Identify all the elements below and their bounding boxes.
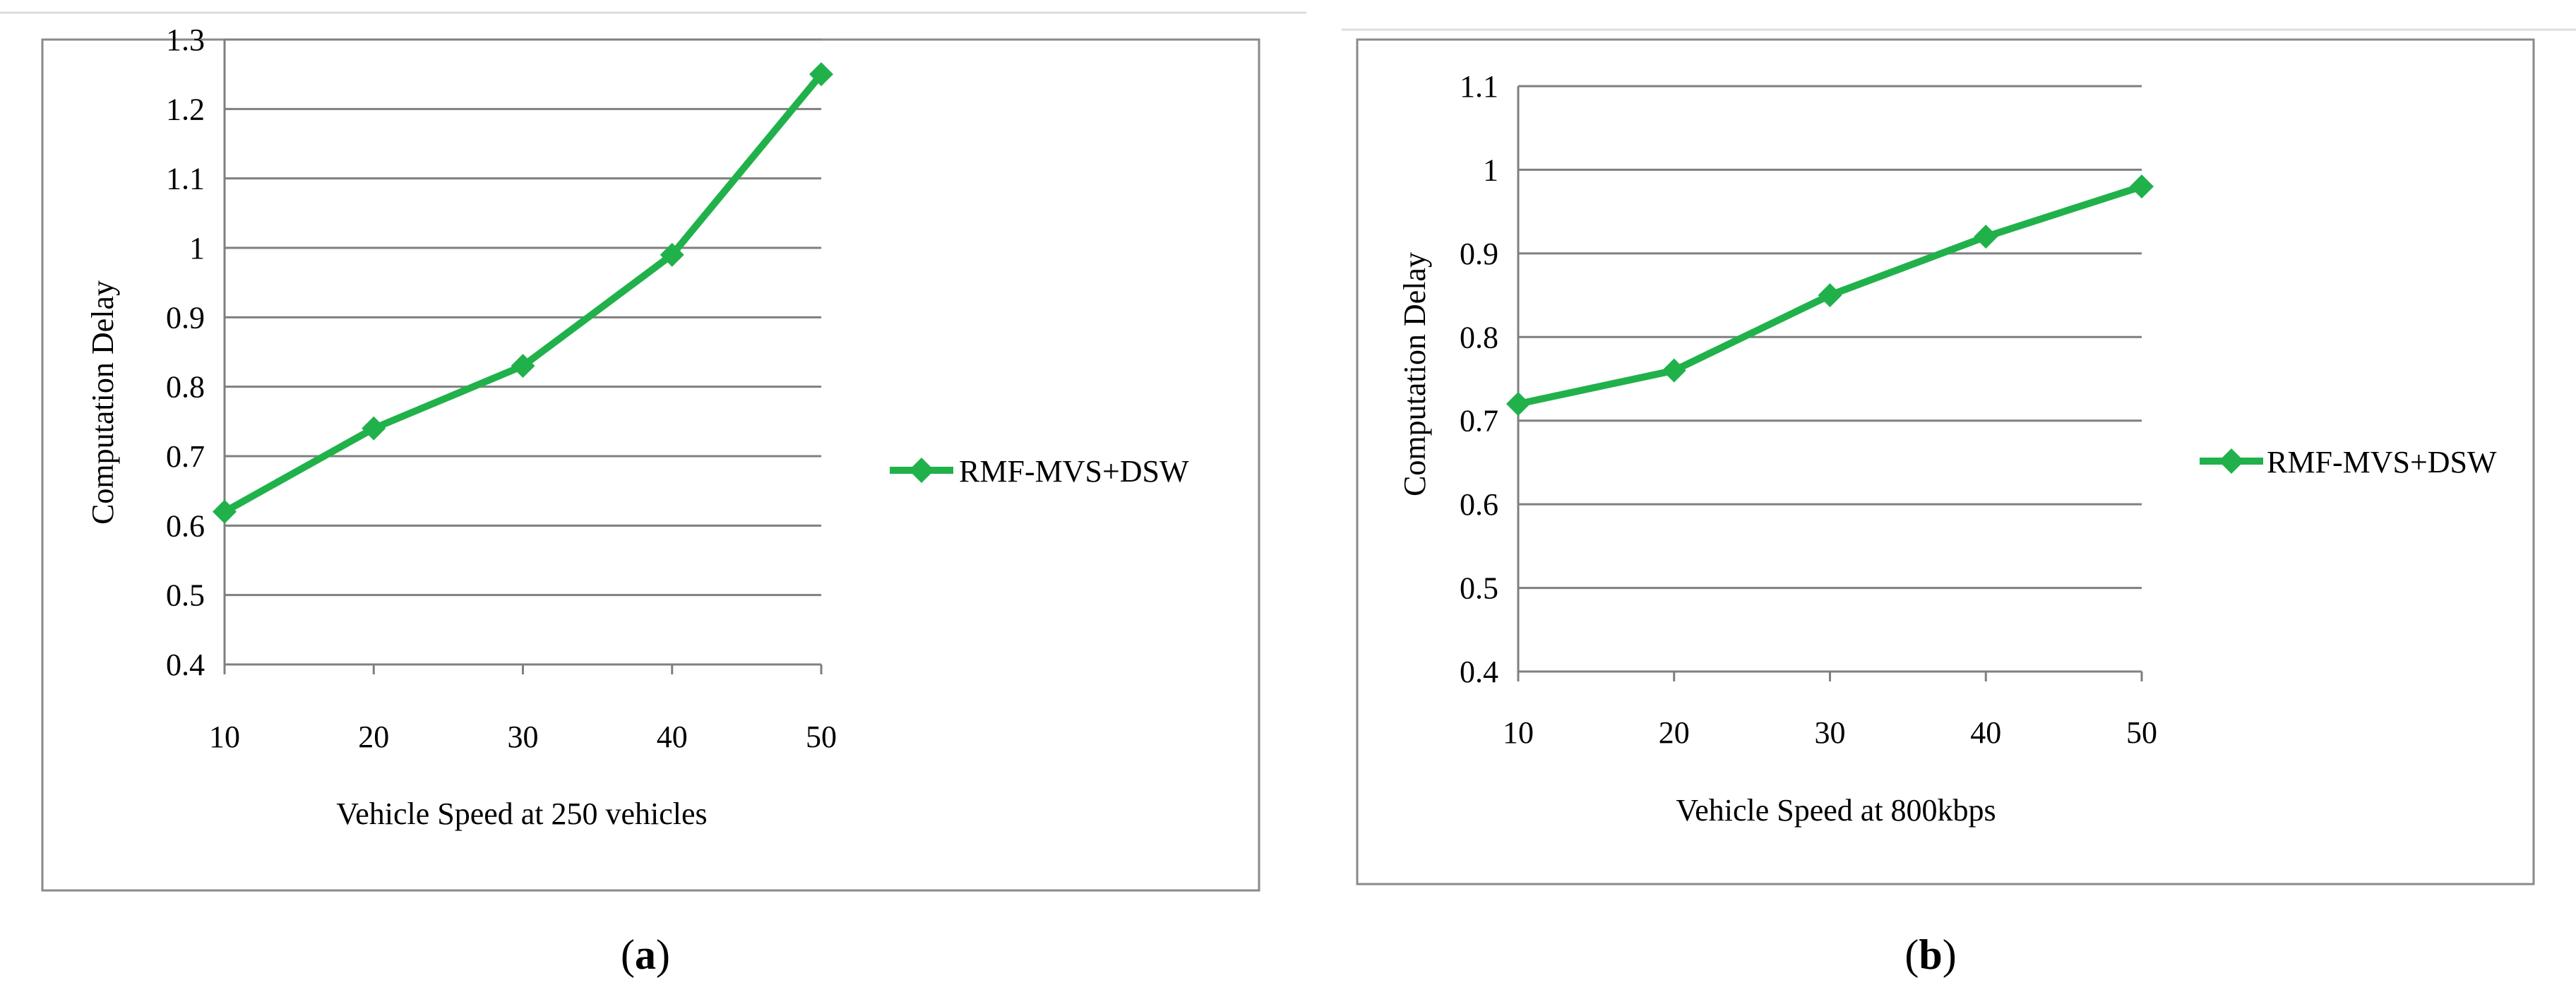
- data-point-marker: [362, 416, 386, 441]
- y-tick-label: 1.1: [1460, 69, 1498, 104]
- chart-frame: [1356, 38, 2535, 885]
- x-tick-labels: 10 20 30 40 50: [1503, 715, 2157, 750]
- caption-letter: a: [635, 931, 656, 978]
- data-point-marker: [1662, 358, 1686, 383]
- y-tick-labels: 0.4 0.5 0.6 0.7 0.8 0.9 1 1.1: [1460, 69, 1498, 689]
- x-axis-title: Vehicle Speed at 800kbps: [1676, 793, 1996, 828]
- y-tick-label: 0.5: [166, 578, 205, 613]
- y-axis-title: Computation Delay: [1397, 252, 1432, 496]
- x-tick-label: 30: [508, 720, 539, 754]
- chart-panel-b: 0.4 0.5 0.6 0.7 0.8 0.9 1 1.1 10 20 30 40 50 Comput…: [1356, 38, 2535, 978]
- y-tick-label: 0.9: [166, 300, 205, 335]
- data-point-marker: [809, 62, 833, 87]
- y-tick-label: 0.6: [166, 508, 205, 543]
- x-tick-label: 40: [657, 720, 688, 754]
- x-tick-label: 20: [358, 720, 389, 754]
- y-tick-label: 0.5: [1460, 571, 1498, 606]
- y-axis-title: Computation Delay: [85, 280, 120, 525]
- x-tick-label: 50: [806, 720, 837, 754]
- background-grid: [0, 11, 2576, 31]
- x-tick-label: 30: [1815, 715, 1846, 750]
- caption-letter: b: [1919, 931, 1942, 978]
- y-tick-label: 1.1: [166, 162, 205, 196]
- caption-a: (a): [621, 931, 670, 978]
- y-tick-label: 0.7: [1460, 404, 1498, 439]
- x-tick-labels: 10 20 30 40 50: [209, 720, 837, 754]
- caption-b: (b): [1904, 931, 1956, 978]
- data-point-marker: [2130, 174, 2154, 199]
- y-tick-label: 0.7: [166, 439, 205, 474]
- plot-area: [213, 62, 833, 524]
- x-tick-label: 20: [1659, 715, 1690, 750]
- y-tick-label: 1.2: [166, 92, 205, 126]
- y-tick-label: 0.6: [1460, 487, 1498, 522]
- y-tick-labels: 0.4 0.5 0.6 0.7 0.8 0.9 1 1.1 1.2 1.3: [166, 23, 205, 682]
- legend-marker: [909, 458, 934, 483]
- legend: RMF-MVS+DSW: [2200, 445, 2497, 479]
- y-tick-label: 0.4: [1460, 655, 1498, 689]
- plot-area: [1506, 174, 2154, 417]
- y-tick-label: 0.8: [166, 370, 205, 405]
- y-tick-label: 1: [1483, 153, 1498, 187]
- legend-label: RMF-MVS+DSW: [959, 454, 1189, 489]
- y-tick-label: 1: [189, 231, 205, 266]
- data-point-marker: [1818, 283, 1842, 308]
- data-point-marker: [511, 354, 535, 378]
- y-tick-label: 0.4: [166, 648, 205, 682]
- data-point-marker: [1506, 392, 1530, 417]
- chart-frame: [41, 38, 1260, 892]
- data-point-marker: [1974, 225, 1998, 249]
- x-tick-label: 10: [1503, 715, 1534, 750]
- gridlines: [223, 38, 823, 674]
- x-tick-label: 40: [1970, 715, 2001, 750]
- legend: RMF-MVS+DSW: [890, 454, 1189, 489]
- chart-panel-a: 0.40.50.60.70.80.911.11.21.3 10 20 30 40 50 …: [41, 23, 1260, 978]
- gridlines: [1517, 85, 2143, 681]
- y-tick-label: 0.8: [1460, 320, 1498, 354]
- x-tick-label: 10: [209, 720, 240, 754]
- x-tick-label: 50: [2126, 715, 2157, 750]
- data-point-marker: [213, 499, 237, 524]
- data-point-marker: [660, 242, 684, 267]
- legend-label: RMF-MVS+DSW: [2267, 445, 2497, 479]
- y-tick-label: 1.3: [166, 23, 205, 57]
- x-axis-title: Vehicle Speed at 250 vehicles: [336, 797, 707, 831]
- legend-marker: [2219, 448, 2244, 474]
- y-tick-label: 0.9: [1460, 237, 1498, 271]
